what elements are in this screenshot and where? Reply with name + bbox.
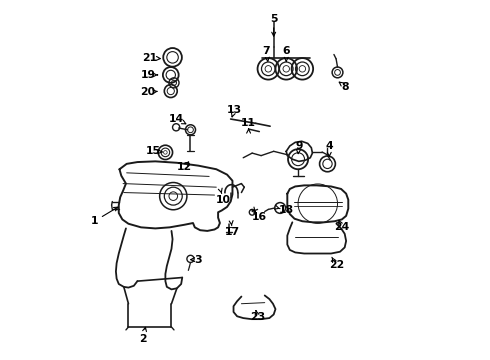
Text: 4: 4: [325, 141, 333, 151]
Text: 13: 13: [227, 105, 242, 115]
Circle shape: [187, 255, 194, 262]
Text: 7: 7: [263, 46, 270, 56]
Text: 15: 15: [146, 146, 161, 156]
Text: 22: 22: [329, 260, 344, 270]
Text: 1: 1: [91, 216, 98, 226]
Text: 11: 11: [241, 118, 256, 128]
Text: 9: 9: [295, 141, 302, 151]
Text: 5: 5: [270, 14, 277, 24]
Text: 12: 12: [176, 162, 192, 172]
Text: 6: 6: [282, 46, 290, 56]
Text: 14: 14: [170, 114, 184, 124]
Text: 20: 20: [141, 87, 156, 97]
Text: 10: 10: [216, 195, 231, 205]
Text: 17: 17: [225, 227, 240, 237]
Text: 2: 2: [139, 333, 147, 343]
Text: 18: 18: [279, 206, 294, 216]
Text: 3: 3: [195, 255, 202, 265]
Text: 19: 19: [141, 70, 156, 80]
Text: 8: 8: [342, 82, 349, 92]
Text: 24: 24: [334, 222, 349, 231]
Text: 21: 21: [143, 53, 157, 63]
Text: 16: 16: [252, 212, 267, 221]
Text: 23: 23: [250, 312, 265, 322]
